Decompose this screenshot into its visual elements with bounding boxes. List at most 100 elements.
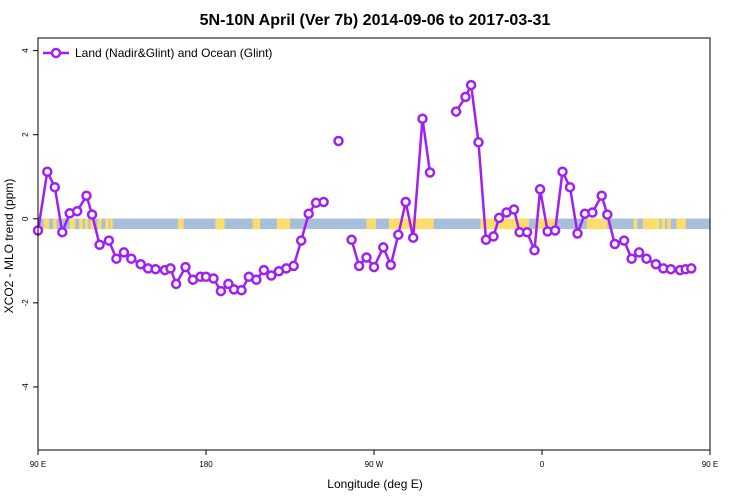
land-band-segment [97, 218, 102, 230]
data-point [288, 260, 299, 272]
data-point [450, 106, 462, 117]
data-point [665, 263, 677, 275]
land-band-segment [178, 218, 184, 230]
y-tick-label: -4 [21, 383, 30, 391]
data-point [318, 196, 329, 208]
data-point [361, 252, 372, 263]
data-point [508, 204, 520, 215]
data-point [529, 245, 540, 256]
x-tick-label: 180 [199, 460, 213, 469]
land-band-segment [105, 218, 109, 230]
data-point [49, 181, 61, 193]
data-point [549, 225, 561, 236]
plot-axes: 4 2 0 -2 -4 90 E 180 90 W 0 90 E [21, 37, 718, 469]
data-point [150, 263, 161, 275]
data-point [473, 137, 484, 148]
series-line-segment [455, 83, 692, 272]
data-point [641, 253, 652, 264]
data-point [521, 226, 533, 238]
data-point [564, 181, 576, 193]
data-point [180, 261, 191, 273]
data-point [266, 270, 277, 281]
data-point [353, 260, 365, 272]
chart-title: 5N-10N April (Ver 7b) 2014-09-06 to 2017… [200, 12, 551, 29]
x-tick-label: 0 [540, 460, 545, 469]
data-point [493, 212, 505, 224]
data-point [94, 239, 105, 251]
x-tick-label: 90 E [702, 460, 718, 469]
land-band-segment [252, 218, 261, 230]
land-band-segment [480, 218, 529, 230]
data-point [378, 242, 389, 253]
data-point [460, 91, 471, 103]
data-point [609, 238, 621, 250]
data-point [572, 228, 583, 239]
data-point [126, 253, 137, 264]
series-line-segment [350, 117, 432, 269]
data-point [71, 205, 83, 217]
data-point [650, 258, 662, 270]
series-land-ocean [32, 79, 697, 297]
plot-frame [37, 37, 711, 451]
y-tick-label: 0 [21, 216, 30, 221]
x-tick-label: 90 E [30, 460, 46, 469]
data-point [393, 229, 404, 241]
data-point [407, 232, 419, 243]
data-point [295, 235, 307, 246]
land-band-segment [276, 218, 290, 230]
data-point [111, 253, 122, 264]
y-tick-label: 2 [21, 132, 30, 137]
data-point [81, 190, 92, 201]
land-band-segment [661, 218, 666, 230]
data-point [103, 235, 115, 246]
data-point [258, 264, 270, 276]
land-band-segment [366, 218, 376, 230]
data-point [118, 247, 130, 258]
data-point [596, 190, 607, 201]
data-point [368, 261, 380, 273]
legend-series-label: Land (Nadir&Glint) and Ocean (Glint) [75, 46, 272, 60]
data-point [633, 247, 645, 258]
data-point [208, 273, 219, 284]
x-axis-label: Longitude (deg E) [327, 477, 422, 491]
data-point [488, 231, 499, 242]
data-point [135, 258, 146, 270]
data-point [626, 253, 637, 264]
data-point [333, 135, 344, 147]
land-band-segment [215, 218, 225, 230]
legend: Land (Nadir&Glint) and Ocean (Glint) [43, 46, 272, 60]
data-point [236, 284, 247, 296]
data-point [587, 207, 598, 218]
land-band-segment [43, 218, 50, 230]
land-band-segment [79, 218, 83, 230]
data-point [602, 209, 613, 220]
data-point [557, 166, 568, 177]
y-tick-label: 4 [21, 48, 30, 53]
data-point [465, 79, 477, 91]
data-point [534, 184, 546, 195]
data-point [165, 263, 176, 274]
data-point [424, 167, 436, 178]
data-point [251, 274, 262, 285]
data-point [57, 226, 68, 238]
land-band-segment [633, 218, 638, 230]
land-band-segment [69, 218, 76, 230]
land-band-segment [109, 218, 113, 230]
data-point [86, 209, 98, 220]
land-band-segment [676, 218, 686, 230]
data-point [215, 285, 227, 297]
data-point [618, 235, 630, 246]
legend-marker-swatch [50, 47, 62, 59]
y-axis-label: XCO2 - MLO trend (ppm) [2, 179, 16, 314]
data-point [303, 208, 314, 219]
y-tick-label: -2 [21, 299, 30, 307]
data-point [42, 166, 53, 177]
data-point [346, 234, 357, 246]
land-band-segment [52, 218, 57, 230]
land-band-segment [84, 218, 89, 230]
data-point [686, 263, 697, 274]
data-point [385, 259, 397, 271]
data-point [170, 278, 182, 290]
data-point [417, 113, 428, 124]
